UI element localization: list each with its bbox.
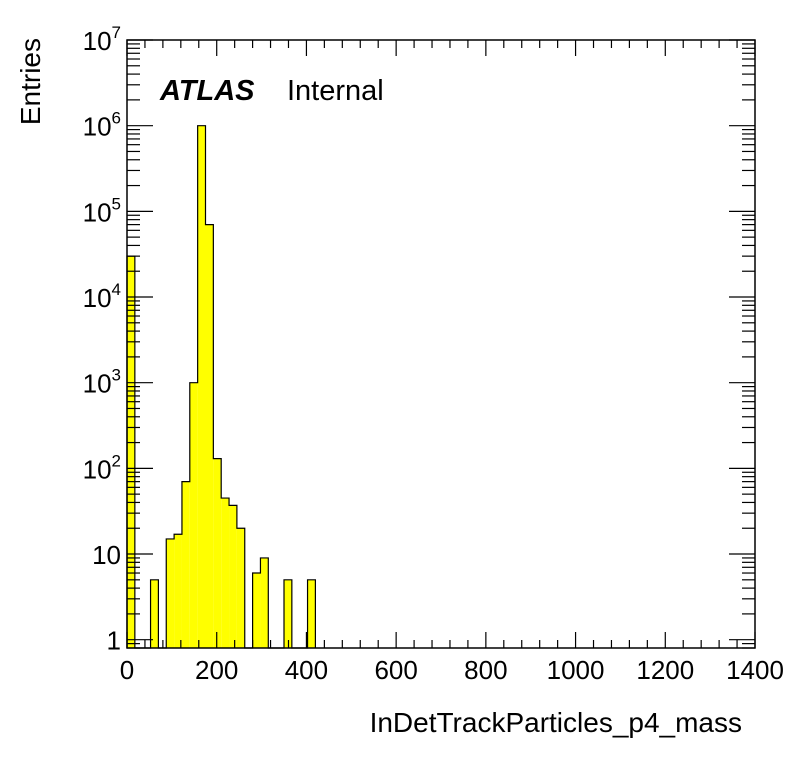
- histogram-bar: [229, 505, 237, 648]
- histogram-bar: [205, 224, 214, 648]
- x-tick-label: 800: [464, 655, 507, 685]
- y-axis-title: Entries: [15, 38, 46, 125]
- histogram-bar: [127, 256, 135, 648]
- y-tick-label: 10: [92, 540, 121, 570]
- histogram-bar: [284, 579, 292, 648]
- x-tick-label: 200: [195, 655, 238, 685]
- y-tick-label: 106: [83, 109, 121, 142]
- x-axis-title: InDetTrackParticles_p4_mass: [370, 707, 742, 738]
- y-tick-label: 103: [83, 366, 121, 399]
- x-tick-label: 0: [120, 655, 134, 685]
- y-tick-label: 105: [83, 194, 121, 227]
- y-tick-label: 102: [83, 451, 121, 484]
- y-tick-label: 107: [83, 23, 121, 56]
- histogram-bars: [126, 125, 316, 649]
- histogram-bar: [236, 528, 245, 648]
- axis-ticks: [126, 39, 756, 649]
- histogram-bar: [260, 557, 269, 648]
- internal-label: Internal: [287, 75, 384, 107]
- x-tick-label: 1200: [636, 655, 694, 685]
- y-tick-label: 1: [107, 626, 121, 656]
- histogram-outline: [126, 125, 316, 649]
- y-tick-labels: 1 10 102 103 104 105 106 107: [83, 23, 121, 656]
- y-tick-label: 104: [83, 280, 121, 313]
- histogram-bar: [213, 458, 222, 648]
- histogram-bar: [197, 125, 206, 649]
- histogram-bar: [181, 481, 190, 648]
- histogram-bar: [166, 538, 175, 648]
- x-tick-label: 400: [285, 655, 328, 685]
- atlas-label: ATLAS: [159, 75, 255, 107]
- x-tick-label: 1400: [726, 655, 784, 685]
- histogram-bar: [307, 579, 316, 648]
- histogram-bar: [189, 382, 198, 648]
- histogram-bar: [221, 498, 230, 648]
- histogram-bar: [174, 534, 182, 648]
- histogram-bar: [252, 573, 261, 648]
- x-tick-labels: 0 200 400 600 800 1000 1200 1400: [120, 655, 784, 685]
- x-tick-label: 1000: [547, 655, 605, 685]
- plot-frame: [126, 39, 756, 649]
- histogram-bar: [150, 579, 159, 648]
- x-tick-label: 600: [374, 655, 417, 685]
